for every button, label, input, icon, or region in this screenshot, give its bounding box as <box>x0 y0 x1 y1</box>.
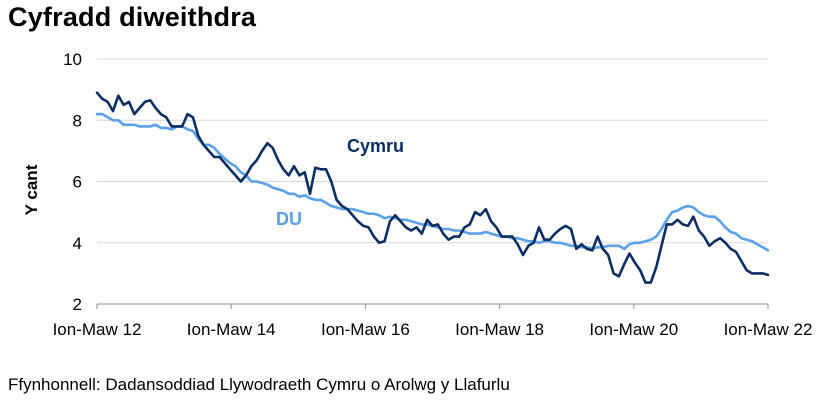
x-axis-tick-labels: Ion-Maw 12 Ion-Maw 14 Ion-Maw 16 Ion-Maw 18… <box>53 320 813 339</box>
source-note: Ffynhonnell: Dadansoddiad Llywodraeth Cy… <box>8 375 510 394</box>
series-line-cymru <box>95 91 770 284</box>
y-tick-label: 10 <box>63 50 82 69</box>
series-lines <box>95 91 770 284</box>
series-label-du: DU <box>276 209 302 229</box>
chart-title: Cyfradd diweithdra <box>8 2 257 32</box>
series-label-cymru: Cymru <box>347 136 404 156</box>
gridlines <box>97 58 768 244</box>
y-axis-ticks: 2 4 6 8 10 <box>63 50 82 314</box>
x-tick-label: Ion-Maw 16 <box>321 320 410 339</box>
x-tick-label: Ion-Maw 18 <box>455 320 544 339</box>
x-tick-label: Ion-Maw 22 <box>724 320 813 339</box>
x-tick-label: Ion-Maw 14 <box>187 320 276 339</box>
y-tick-label: 8 <box>73 111 82 130</box>
y-axis-title: Y cant <box>22 164 41 215</box>
x-axis <box>96 303 769 309</box>
y-tick-label: 6 <box>73 173 82 192</box>
x-tick-label: Ion-Maw 20 <box>589 320 678 339</box>
x-tick-label: Ion-Maw 12 <box>53 320 142 339</box>
y-tick-label: 2 <box>73 295 82 314</box>
y-tick-label: 4 <box>73 234 82 253</box>
